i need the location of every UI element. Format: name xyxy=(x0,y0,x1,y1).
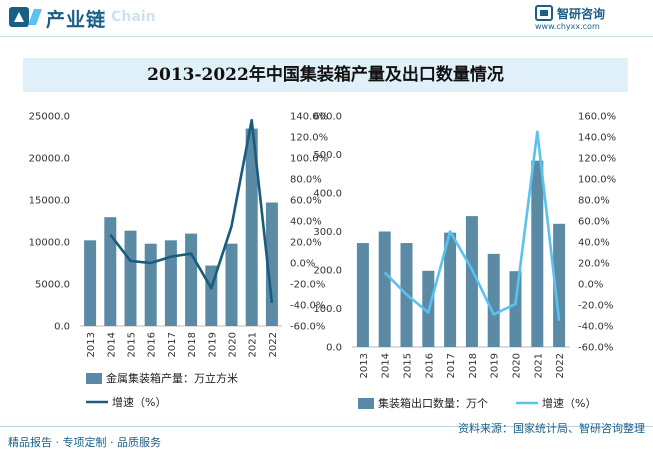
y-right-tick-label: -60.0% xyxy=(578,343,613,354)
y-right-tick-label: 40.0% xyxy=(290,217,322,228)
y-right-tick-label: 100.0% xyxy=(290,154,328,165)
top-bar: al Chain 产业链 智研咨询 www.chyxx.com xyxy=(0,0,653,36)
chart-title: 2013-2022年中国集装箱产量及出口数量情况 xyxy=(147,65,504,85)
brand-url: www.chyxx.com xyxy=(535,22,600,31)
footer-divider xyxy=(0,426,653,427)
x-tick-label: 2013 xyxy=(359,353,370,378)
page-section-title: 产业链 xyxy=(46,9,107,31)
x-tick-label: 2016 xyxy=(424,353,435,378)
bar-2016 xyxy=(144,243,157,326)
x-tick-label: 2014 xyxy=(106,332,117,357)
growth-rate-line xyxy=(109,118,274,304)
y-left-tick-label: 5000.0 xyxy=(35,280,70,291)
y-right-tick-label: 60.0% xyxy=(290,196,322,207)
legend-bar-swatch xyxy=(86,373,102,384)
legend-label: 集装箱出口数量：万个 xyxy=(378,396,488,410)
bar-2022 xyxy=(553,223,566,347)
brand-logo-icon xyxy=(535,5,553,21)
y-left-tick-label: 25000.0 xyxy=(29,112,70,123)
y-right-tick-label: -60.0% xyxy=(290,322,325,333)
x-tick-label: 2018 xyxy=(187,332,198,357)
x-tick-label: 2014 xyxy=(381,353,392,378)
x-tick-label: 2021 xyxy=(248,332,259,357)
x-tick-label: 2015 xyxy=(403,353,414,378)
legend-label: 金属集装箱产量：万立方米 xyxy=(106,371,238,385)
y-left-tick-label: 10000.0 xyxy=(29,238,70,249)
y-left-tick-label: 0.0 xyxy=(326,343,342,354)
y-right-tick-label: 0.0% xyxy=(578,280,603,291)
y-left-tick-label: 300.0 xyxy=(313,227,342,238)
x-tick-label: 2016 xyxy=(147,332,158,357)
bar-2018 xyxy=(185,233,198,326)
bar-2017 xyxy=(164,240,177,326)
footer-slogan: 精品报告 · 专项定制 · 品质服务 xyxy=(8,436,161,449)
bar-2019 xyxy=(487,253,500,347)
y-right-tick-label: 160.0% xyxy=(578,112,616,123)
y-right-tick-label: 40.0% xyxy=(578,238,610,249)
bar-2013 xyxy=(356,243,369,347)
y-left-tick-label: 20000.0 xyxy=(29,154,70,165)
chain-logo-icon xyxy=(9,7,29,27)
brand-block: 智研咨询 www.chyxx.com xyxy=(535,5,643,35)
x-tick-label: 2017 xyxy=(167,332,178,357)
y-left-tick-label: 0.0 xyxy=(54,322,70,333)
y-left-tick-label: 15000.0 xyxy=(29,196,70,207)
y-right-tick-label: -40.0% xyxy=(578,322,613,333)
brand-name: 智研咨询 xyxy=(557,7,606,21)
y-right-tick-label: 120.0% xyxy=(290,133,328,144)
x-tick-label: 2013 xyxy=(86,332,97,357)
y-right-tick-label: 80.0% xyxy=(578,196,610,207)
x-tick-label: 2022 xyxy=(268,332,279,357)
y-right-tick-label: 140.0% xyxy=(578,133,616,144)
y-right-tick-label: -40.0% xyxy=(290,301,325,312)
x-tick-label: 2020 xyxy=(512,353,523,378)
header-divider xyxy=(0,36,653,37)
y-right-tick-label: -20.0% xyxy=(578,301,613,312)
bar-2015 xyxy=(124,230,137,326)
x-tick-label: 2020 xyxy=(228,332,239,357)
x-tick-label: 2017 xyxy=(446,353,457,378)
y-left-tick-label: 100.0 xyxy=(313,304,342,315)
x-tick-label: 2019 xyxy=(490,353,501,378)
footer-source: 资料来源：国家统计局、智研咨询整理 xyxy=(458,422,645,435)
bar-2014 xyxy=(104,217,117,326)
bar-2021 xyxy=(531,160,544,347)
x-tick-label: 2022 xyxy=(555,353,566,378)
y-right-tick-label: -20.0% xyxy=(290,280,325,291)
legend-label: 增速（%） xyxy=(112,395,166,409)
x-tick-label: 2019 xyxy=(207,332,218,357)
y-right-tick-label: 100.0% xyxy=(578,175,616,186)
legend-label: 增速（%） xyxy=(542,396,596,410)
bar-2020 xyxy=(509,271,522,347)
y-right-tick-label: 20.0% xyxy=(578,259,610,270)
y-right-tick-label: 140.0% xyxy=(290,112,328,123)
bar-2018 xyxy=(465,216,478,347)
bar-2017 xyxy=(444,232,457,347)
y-left-tick-label: 400.0 xyxy=(313,189,342,200)
y-right-tick-label: 0.0% xyxy=(290,259,315,270)
y-left-tick-label: 500.0 xyxy=(313,150,342,161)
growth-rate-line xyxy=(383,130,561,321)
bar-2021 xyxy=(245,128,258,326)
bar-2020 xyxy=(225,243,238,326)
y-left-tick-label: 600.0 xyxy=(313,112,342,123)
y-right-tick-label: 120.0% xyxy=(578,154,616,165)
bar-2013 xyxy=(84,240,97,326)
legend-bar-swatch xyxy=(358,398,374,409)
x-tick-label: 2021 xyxy=(533,353,544,378)
y-right-tick-label: 80.0% xyxy=(290,175,322,186)
y-right-tick-label: 20.0% xyxy=(290,238,322,249)
y-left-tick-label: 200.0 xyxy=(313,266,342,277)
chart-title-band: 2013-2022年中国集装箱产量及出口数量情况 xyxy=(23,58,628,92)
brand-ghost-text: al Chain xyxy=(92,9,156,25)
bar-2014 xyxy=(378,231,391,347)
y-right-tick-label: 60.0% xyxy=(578,217,610,228)
bar-2022 xyxy=(265,202,278,326)
x-tick-label: 2018 xyxy=(468,353,479,378)
x-tick-label: 2015 xyxy=(127,332,138,357)
